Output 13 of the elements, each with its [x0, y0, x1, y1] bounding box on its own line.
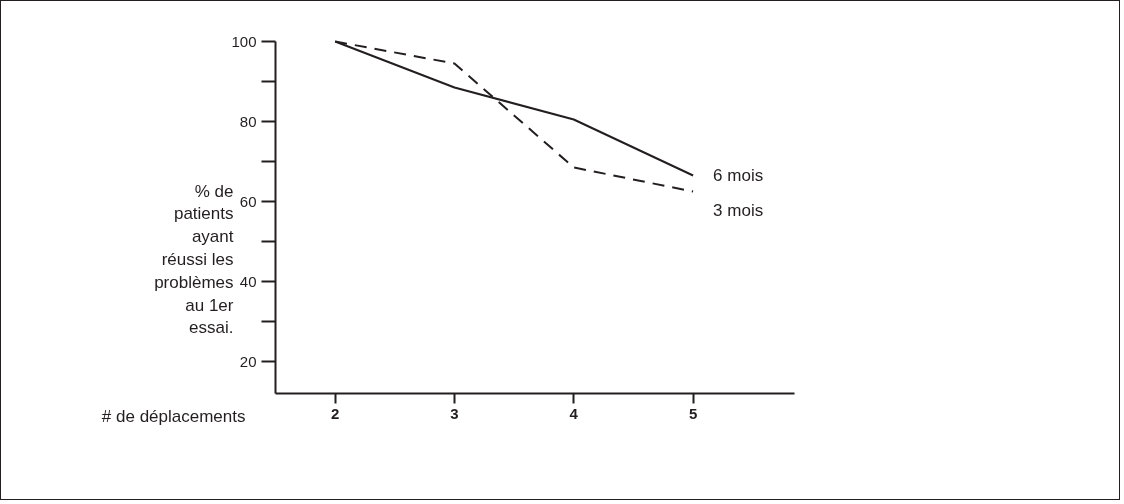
x-tick-label: 5: [688, 404, 698, 422]
x-axis-title: # de déplacements: [101, 407, 246, 426]
y-tick-label: 20: [239, 352, 257, 370]
y-tick-label: 60: [239, 192, 257, 210]
series-label: 3 mois: [713, 201, 764, 220]
x-tick-label: 4: [569, 404, 579, 422]
y-tick-label: 100: [231, 32, 257, 50]
y-tick-label: 80: [239, 112, 257, 130]
y-axis-title: % de patients ayant réussi les problèmes au 1er essai.: [154, 181, 234, 338]
x-tick-label: 3: [450, 404, 459, 422]
series-label: 6 mois: [713, 166, 764, 185]
x-tick-label: 2: [330, 404, 340, 422]
y-tick-label: 40: [239, 272, 257, 290]
